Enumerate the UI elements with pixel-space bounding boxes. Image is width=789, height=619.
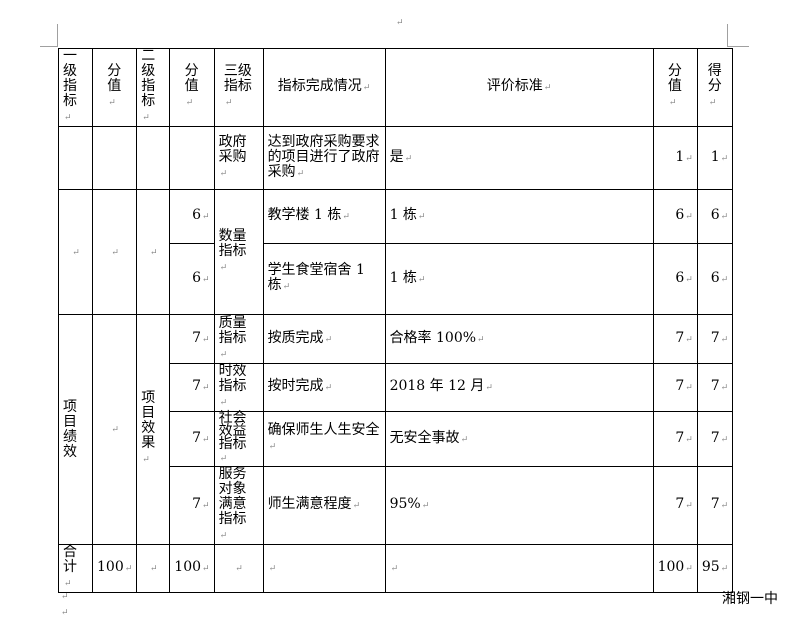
value2-cell: 7 <box>169 363 215 412</box>
total-value1: 100 <box>91 544 138 593</box>
level3-cell: 时效指标 <box>213 363 264 412</box>
paragraph-mark <box>60 600 69 619</box>
completion-cell: 按时完成 <box>262 363 386 412</box>
header-level3: 三级指标 <box>213 48 264 127</box>
level3-cell: 服务对象满意指标 <box>213 466 264 545</box>
score-value-cell: 1 <box>652 126 698 190</box>
table-row: 6 学生食堂宿舍 1 栋 1 栋 6 6 <box>59 243 734 315</box>
table-row: 7 时效指标 按时完成 2018 年 12 月 7 7 <box>59 363 734 412</box>
level3-cell: 质量指标 <box>213 314 264 364</box>
empty-cell <box>136 544 171 593</box>
table-row: 政府采购 达到政府采购要求的项目进行了政府采购 是 1 1 <box>58 126 734 190</box>
table-row: 7 社会效益指标 确保师生人生安全 无安全事故 7 7 <box>59 411 734 467</box>
footer-school-name: 湘钢一中 <box>722 591 778 607</box>
paragraph-mark <box>395 10 404 29</box>
standard-cell: 无安全事故 <box>384 411 654 467</box>
crop-mark-left <box>40 46 58 47</box>
level3-cell: 政府采购 <box>213 126 264 190</box>
crop-mark-right-v <box>727 24 728 46</box>
header-row: 一级指标 分值 二级指标 分值 三级指标 指标完成情况 评价标准 分值 得分 <box>58 48 734 127</box>
header-level2: 二级指标 <box>136 48 171 127</box>
total-row: 合计 100 100 100 95 <box>58 544 734 593</box>
score-cell: 7 <box>696 314 734 364</box>
level1-cell: 项目绩效 <box>58 314 93 545</box>
score-cell: 7 <box>696 466 734 545</box>
score-value-cell: 7 <box>652 466 698 545</box>
score-cell: 7 <box>696 363 734 412</box>
header-score-value: 分值 <box>652 48 698 127</box>
standard-cell: 1 栋 <box>384 189 654 244</box>
empty-cell <box>384 544 654 593</box>
standard-cell: 合格率 100% <box>384 314 654 364</box>
completion-cell: 按质完成 <box>262 314 386 364</box>
value2-cell: 7 <box>169 314 215 364</box>
header-value1: 分值 <box>91 48 138 127</box>
completion-cell: 确保师生人生安全 <box>262 411 386 467</box>
empty-cell <box>262 544 386 593</box>
total-label: 合计 <box>58 544 93 593</box>
header-value2: 分值 <box>169 48 215 127</box>
value2-cell: 7 <box>169 466 215 545</box>
score-cell: 1 <box>696 126 734 190</box>
empty-cell <box>136 189 171 315</box>
empty-cell <box>58 189 93 315</box>
completion-cell: 教学楼 1 栋 <box>262 189 386 244</box>
score-value-cell: 7 <box>652 411 698 467</box>
score-cell: 6 <box>696 189 734 244</box>
crop-mark-right <box>727 46 749 47</box>
total-value2: 100 <box>169 544 215 593</box>
empty-cell <box>213 544 264 593</box>
table-row: 7 服务对象满意指标 师生满意程度 95% 7 7 <box>59 466 734 545</box>
score-value-cell: 7 <box>652 314 698 364</box>
standard-cell: 2018 年 12 月 <box>384 363 654 412</box>
level2-cell: 项目效果 <box>136 314 171 545</box>
score-cell: 6 <box>696 243 734 315</box>
level3-cell: 社会效益指标 <box>213 411 264 467</box>
header-standard: 评价标准 <box>384 48 654 127</box>
level3-cell: 数量指标 <box>213 189 264 315</box>
completion-cell: 师生满意程度 <box>262 466 386 545</box>
standard-cell: 是 <box>384 126 654 190</box>
header-level1: 一级指标 <box>58 48 93 127</box>
standard-cell: 1 栋 <box>384 243 654 315</box>
empty-cell <box>91 189 138 315</box>
score-value-cell: 6 <box>652 243 698 315</box>
table-row: 6 数量指标 教学楼 1 栋 1 栋 6 6 <box>58 189 734 315</box>
total-score: 95 <box>696 544 734 593</box>
empty-cell <box>91 314 138 545</box>
completion-cell: 达到政府采购要求的项目进行了政府采购 <box>262 126 386 190</box>
score-value-cell: 7 <box>652 363 698 412</box>
value2-cell: 6 <box>169 189 215 244</box>
score-value-cell: 6 <box>652 189 698 244</box>
completion-cell: 学生食堂宿舍 1 栋 <box>262 243 386 315</box>
table-row: 项目绩效 项目效果 7 质量指标 按质完成 合格率 100% 7 7 <box>58 314 734 545</box>
value2-cell: 6 <box>169 243 215 315</box>
header-completion: 指标完成情况 <box>262 48 386 127</box>
total-score-value: 100 <box>652 544 698 593</box>
performance-table: 一级指标 分值 二级指标 分值 三级指标 指标完成情况 评价标准 分值 得分 政… <box>58 48 734 593</box>
header-score: 得分 <box>696 48 734 127</box>
standard-cell: 95% <box>384 466 654 545</box>
value2-cell: 7 <box>169 411 215 467</box>
crop-mark-left-v <box>57 24 58 46</box>
score-cell: 7 <box>696 411 734 467</box>
